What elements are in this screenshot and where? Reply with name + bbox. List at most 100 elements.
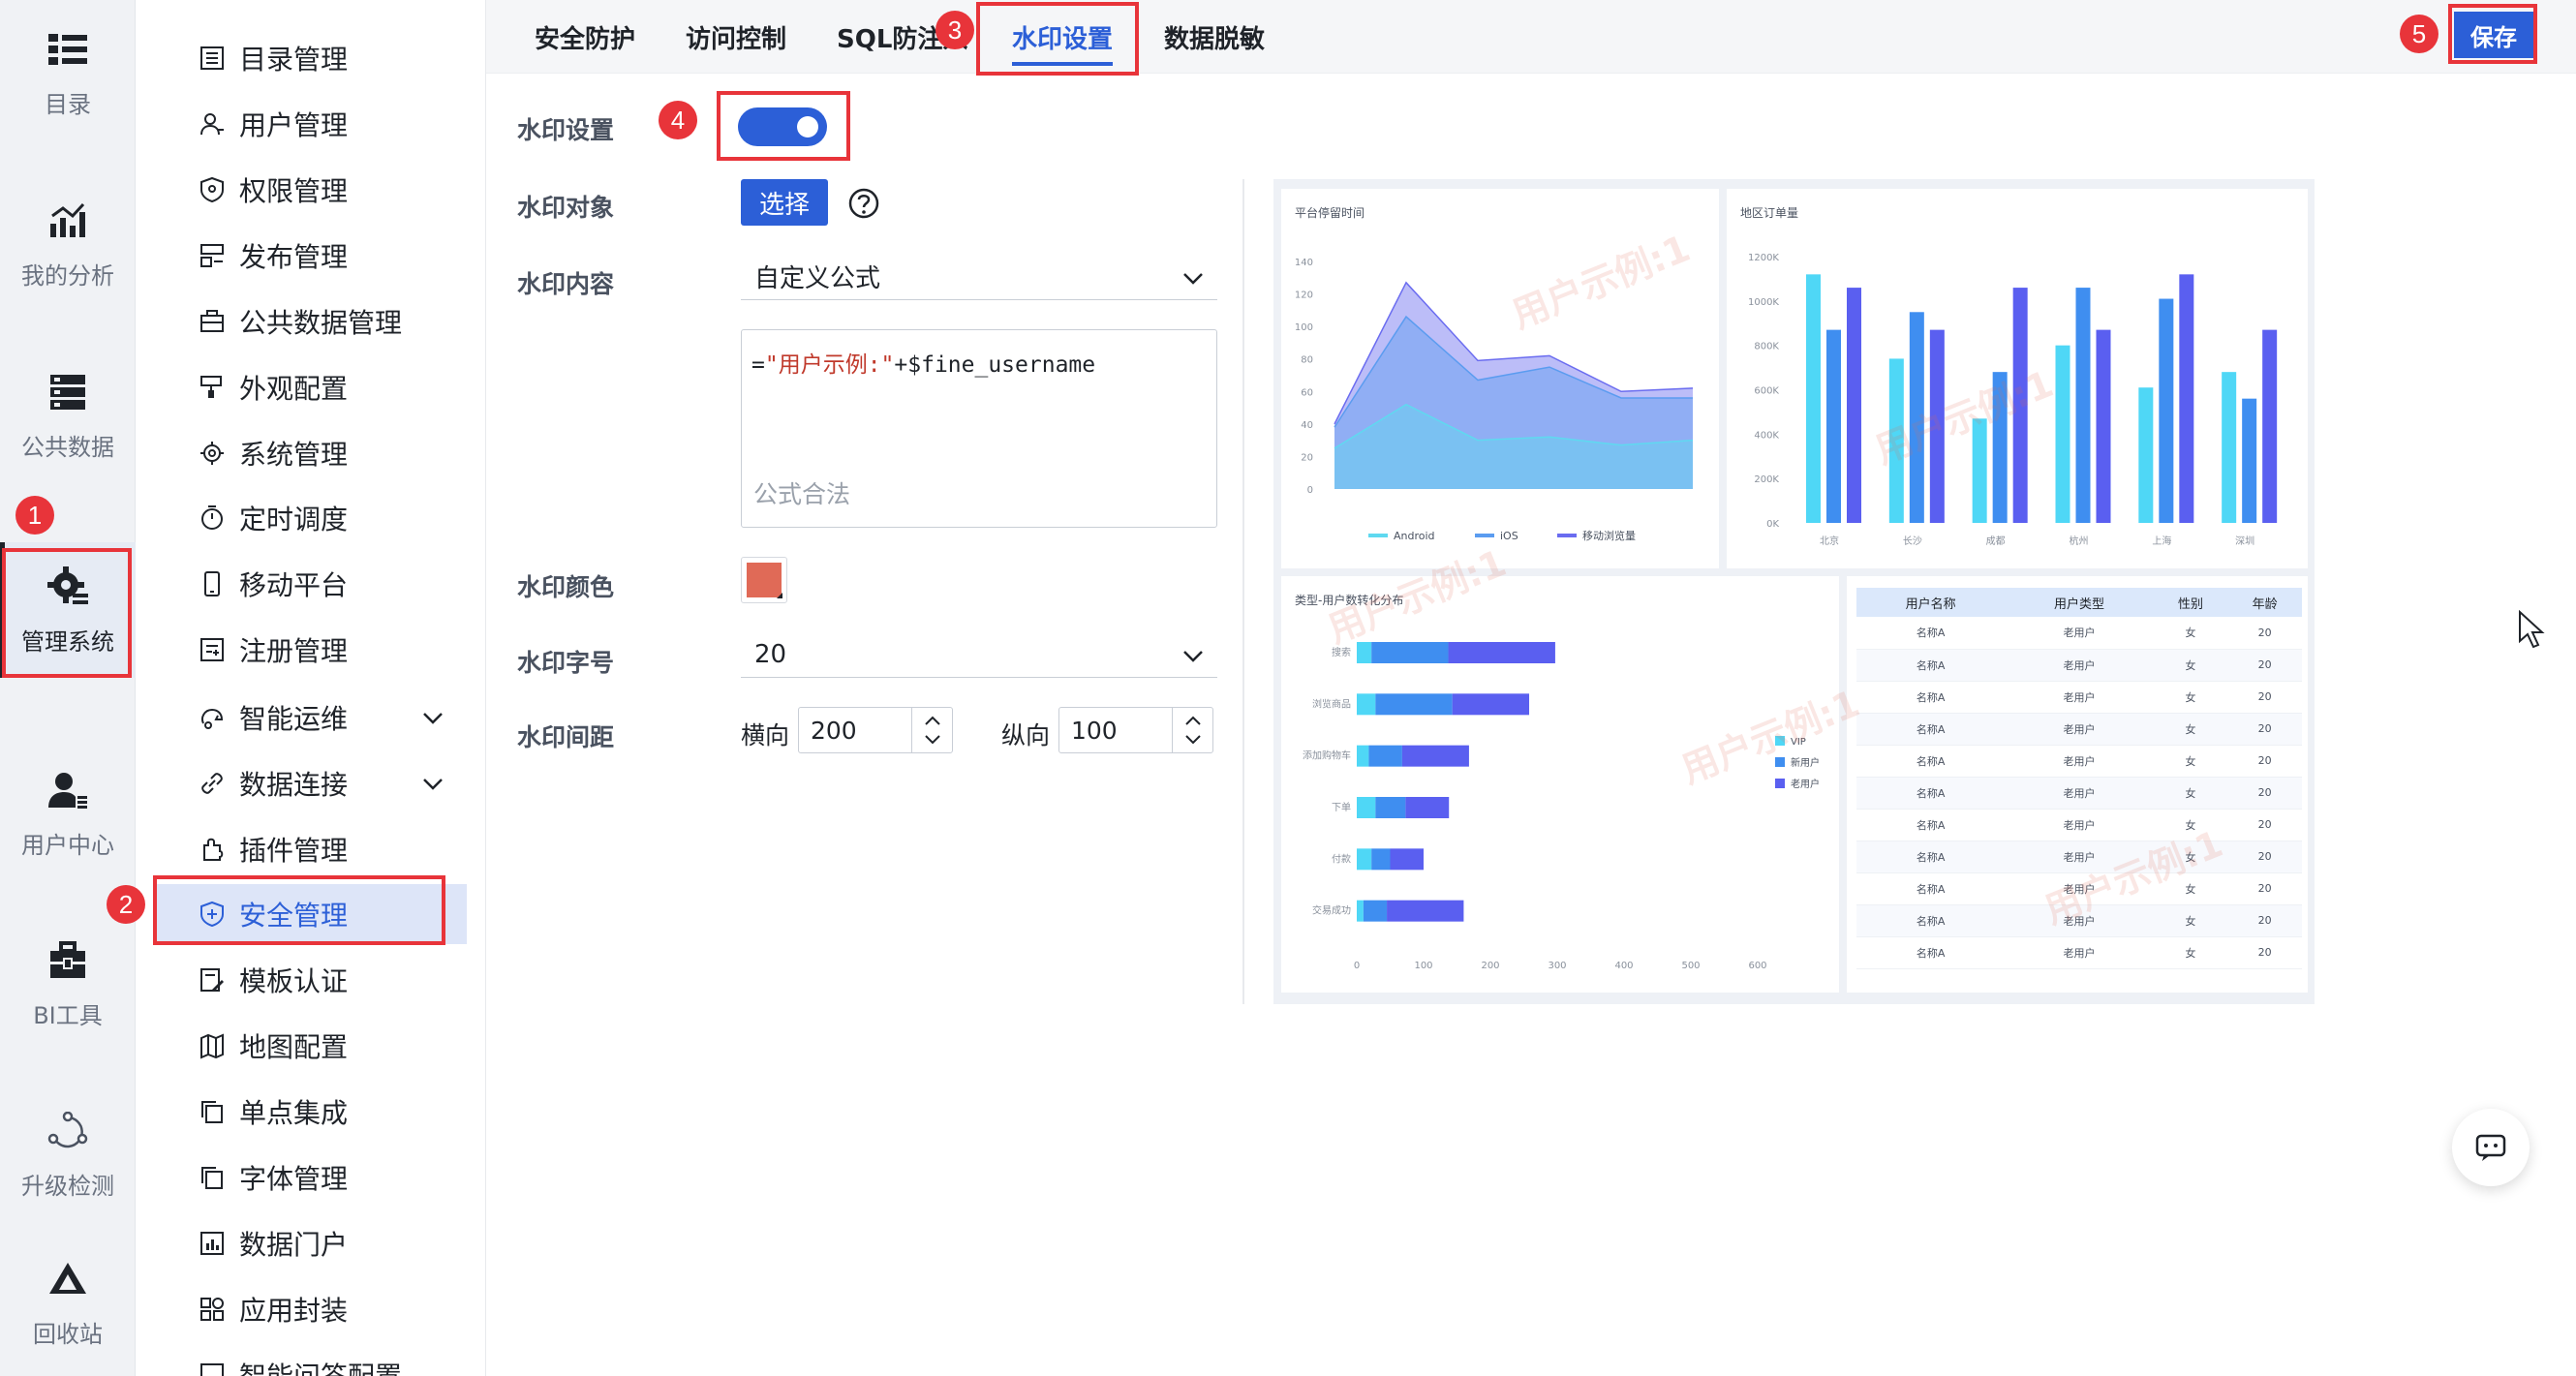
watermark-spacing-label: 水印间距 xyxy=(517,723,615,751)
menu-item-timer[interactable]: 定时调度 xyxy=(155,488,467,548)
menu-item-label: 移动平台 xyxy=(239,569,349,602)
select-target-button[interactable]: 选择 xyxy=(741,179,828,226)
bar xyxy=(2055,345,2070,523)
user-icon xyxy=(199,110,226,138)
x-tick-label: 0 xyxy=(1354,961,1360,971)
watermark-toggle[interactable] xyxy=(738,107,827,146)
tab-data-masking[interactable]: 数据脱敏 xyxy=(1164,24,1266,54)
menu-item-label: 安全管理 xyxy=(239,900,349,933)
x-tick-label: 北京 xyxy=(1820,535,1839,547)
rail-item-user-center[interactable]: 用户中心 xyxy=(0,741,136,886)
y-tick-label: 120 xyxy=(1295,290,1313,301)
rail-item-analysis[interactable]: 我的分析 xyxy=(0,171,136,317)
chevron-down-icon[interactable] xyxy=(1182,733,1204,747)
icon-rail: 目录 我的分析 公共数据 管理系统 用户中心 xyxy=(0,0,136,1376)
watermark-color-label: 水印颜色 xyxy=(517,573,615,601)
bar-chart-panel: 地区订单量 1200K 1000K 800K 600K 400K 200K 0K 北京 长沙 成都… xyxy=(1727,189,2308,568)
menu-item-label: 数据连接 xyxy=(239,768,349,801)
y-tick-label: 200K xyxy=(1754,474,1779,485)
table-cell: 名称A xyxy=(1856,681,2006,714)
menu-item-font[interactable]: 字体管理 xyxy=(155,1147,467,1208)
line-series-2 xyxy=(1334,281,1694,425)
stepper-buttons[interactable] xyxy=(1172,708,1212,752)
menu-item-user[interactable]: 用户管理 xyxy=(155,94,467,154)
rail-item-admin[interactable]: 管理系统 xyxy=(0,542,136,678)
menu-item-register[interactable]: 注册管理 xyxy=(155,620,467,680)
table-cell: 女 xyxy=(2153,713,2228,746)
menu-item-label: 插件管理 xyxy=(239,834,349,867)
menu-item-template[interactable]: 模板认证 xyxy=(155,950,467,1010)
menu-item-catalog[interactable]: 目录管理 xyxy=(155,28,467,88)
tab-access-control[interactable]: 访问控制 xyxy=(686,24,787,54)
analysis-icon xyxy=(46,199,90,243)
y-tick-label: 1000K xyxy=(1748,297,1779,308)
stepper-buttons[interactable] xyxy=(911,708,952,752)
menu-item-label: 系统管理 xyxy=(239,438,349,471)
y-tick-label: 60 xyxy=(1301,387,1313,398)
menu-item-portal[interactable]: 数据门户 xyxy=(155,1213,467,1273)
vertical-spacing-stepper[interactable]: 100 xyxy=(1058,707,1213,753)
chart-title: 平台停留时间 xyxy=(1295,206,1365,220)
stacked-bar xyxy=(1371,642,1449,663)
menu-item-app[interactable]: 应用封装 xyxy=(155,1279,467,1339)
admin-menu: 目录管理 用户管理权限管理发布管理 公共数据管理 外观配置系统管理定时调度移动平台注册… xyxy=(136,0,486,1376)
menu-item-qa[interactable]: 智能问答配置 xyxy=(155,1345,467,1376)
menu-item-map[interactable]: 地图配置 xyxy=(155,1016,467,1076)
upgrade-icon xyxy=(46,1109,90,1153)
x-tick-label: 深圳 xyxy=(2235,535,2254,547)
menu-item-shield[interactable]: 权限管理 xyxy=(155,160,467,220)
rail-item-bi-tools[interactable]: BI工具 xyxy=(0,911,136,1056)
menu-item-publish[interactable]: 发布管理 xyxy=(155,226,467,286)
chat-bot-icon xyxy=(2475,1134,2506,1161)
shield-icon xyxy=(199,176,226,203)
assistant-button[interactable] xyxy=(2452,1109,2530,1186)
chevron-up-icon[interactable] xyxy=(922,714,943,727)
table-cell: 名称A xyxy=(1856,649,2006,682)
legend-label: VIP xyxy=(1791,737,1806,748)
step-badge: 1 xyxy=(15,496,54,535)
menu-item-data[interactable]: 公共数据管理 xyxy=(155,291,467,352)
menu-item-brush[interactable]: 外观配置 xyxy=(155,357,467,417)
menu-item-gear[interactable]: 系统管理 xyxy=(155,423,467,483)
watermark-color-picker[interactable] xyxy=(741,557,787,603)
tab-security-protection[interactable]: 安全防护 xyxy=(535,24,636,54)
watermark-content-select[interactable]: 自定义公式 xyxy=(741,254,1217,300)
tab-watermark[interactable]: 水印设置 xyxy=(1012,0,1114,74)
table-cell: 名称A xyxy=(1856,872,2006,905)
chevron-down-icon[interactable] xyxy=(420,705,445,730)
stacked-bar xyxy=(1357,693,1376,716)
help-icon[interactable] xyxy=(848,188,879,219)
catalog-icon xyxy=(199,45,226,72)
stacked-bar xyxy=(1405,797,1450,818)
table-header-cell: 年龄 xyxy=(2227,588,2302,617)
bar xyxy=(2242,398,2257,523)
rail-item-public-data[interactable]: 公共数据 xyxy=(0,343,136,488)
menu-item-label: 权限管理 xyxy=(239,175,349,208)
stacked-bar xyxy=(1375,797,1406,818)
watermark-size-select[interactable]: 20 xyxy=(741,631,1217,678)
chevron-down-icon[interactable] xyxy=(922,733,943,747)
y-tick-label: 付款 xyxy=(1332,852,1351,865)
rail-item-upgrade[interactable]: 升级检测 xyxy=(0,1082,136,1227)
chevron-up-icon[interactable] xyxy=(1182,714,1204,727)
rail-item-recycle[interactable]: 回收站 xyxy=(0,1230,136,1375)
save-button[interactable]: 保存 xyxy=(2454,12,2533,58)
table-cell: 名称A xyxy=(1856,936,2006,969)
menu-item-ops[interactable]: 智能运维 xyxy=(155,688,467,748)
menu-item-link[interactable]: 数据连接 xyxy=(155,753,467,813)
menu-item-mobile[interactable]: 移动平台 xyxy=(155,554,467,614)
menu-item-label: 字体管理 xyxy=(239,1162,349,1195)
horizontal-spacing-stepper[interactable]: 200 xyxy=(798,707,953,753)
stacked-bar xyxy=(1387,900,1464,922)
table-cell: 老用户 xyxy=(2005,649,2154,682)
bar xyxy=(1929,329,1945,523)
menu-item-security[interactable]: 安全管理 xyxy=(155,884,467,945)
watermark-preview: 平台停留时间 140 120 100 80 60 40 20 0 Android iOS 移动浏览量… xyxy=(1273,179,2315,1004)
chevron-down-icon[interactable] xyxy=(420,771,445,796)
table-row: 名称A 老用户女 20 xyxy=(1856,841,2302,873)
rail-item-catalog[interactable]: 目录 xyxy=(0,0,136,145)
menu-item-plugin[interactable]: 插件管理 xyxy=(155,819,467,879)
menu-item-sso[interactable]: 单点集成 xyxy=(155,1082,467,1142)
template-icon xyxy=(199,966,226,994)
formula-editor[interactable]: ="用户示例:"+$fine_username 公式合法 xyxy=(741,329,1217,528)
